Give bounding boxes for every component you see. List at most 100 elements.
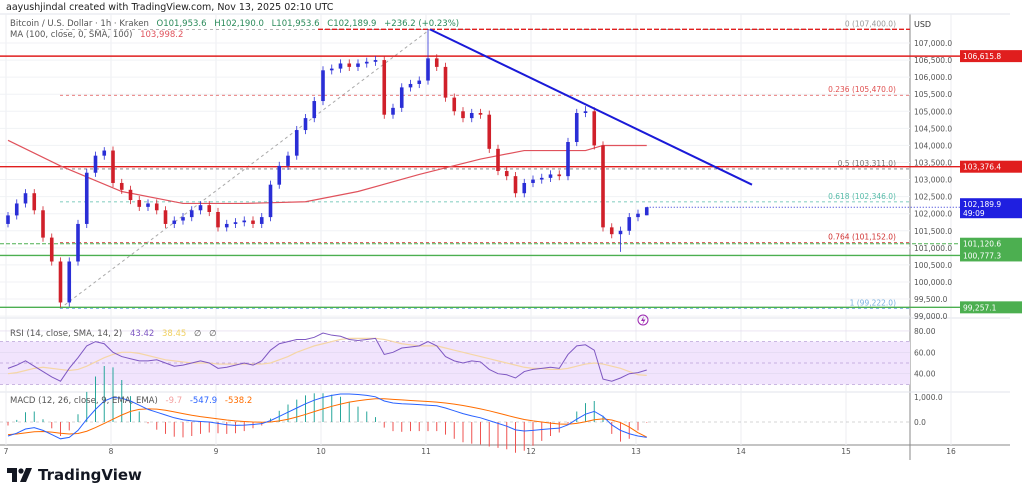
candle-body (251, 220, 255, 224)
candle-body (478, 112, 483, 115)
macd-tick-label: 0.0 (914, 418, 926, 427)
candle-body (102, 150, 107, 156)
level-badge-label: 106,615.8 (963, 52, 1001, 61)
x-tick-label: 7 (4, 447, 9, 456)
candle-body (364, 61, 369, 64)
candle-body (566, 142, 570, 177)
level-badge-label: 101,120.6 (963, 240, 1001, 249)
candle-body (609, 227, 614, 235)
x-tick-label: 9 (214, 447, 219, 456)
symbol-legend: Bitcoin / U.S. Dollar · 1h · Kraken O101… (10, 19, 464, 29)
candle-body (548, 174, 553, 178)
y-tick-label: 99,000.0 (914, 312, 948, 321)
level-badge-label: 103,376.4 (963, 163, 1001, 172)
y-tick-label: 104,000.0 (914, 141, 952, 150)
macd-legend: MACD (12, 26, close, 9, EMA, EMA) -9.7 -… (10, 396, 257, 406)
y-tick-label: 106,000.0 (914, 73, 952, 82)
logo-text: TradingView (38, 466, 142, 484)
candle-body (487, 114, 492, 149)
candle-body (303, 118, 308, 131)
rsi-tick-label: 40.00 (914, 370, 936, 379)
candle-body (496, 148, 500, 172)
y-tick-label: 105,500.0 (914, 90, 952, 99)
currency-label: USD (914, 20, 931, 29)
x-tick-label: 16 (946, 447, 956, 456)
rsi-legend: RSI (14, close, SMA, 14, 2) 43.42 38.45 … (10, 329, 222, 339)
symbol-title[interactable]: Bitcoin / U.S. Dollar · 1h · Kraken (10, 19, 149, 29)
candle-body (356, 63, 360, 67)
x-tick-label: 10 (316, 447, 326, 456)
candle-body (504, 171, 509, 177)
candle-body (312, 101, 317, 119)
candle-body (329, 68, 334, 71)
fib-level-label: 0.764 (101,152.0) (828, 233, 896, 242)
x-tick-label: 11 (421, 447, 431, 456)
candle-body (128, 189, 133, 201)
macd-title[interactable]: MACD (12, 26, close, 9, EMA, EMA) (10, 396, 158, 406)
ma-label[interactable]: MA (100, close, 0, SMA, 100) (10, 30, 133, 40)
level-badge-label: 99,257.1 (963, 303, 997, 312)
ohlc-close: C102,189.9 (327, 19, 377, 29)
candle-body (259, 217, 264, 224)
macd-hist-value: -9.7 (165, 396, 183, 406)
lightning-icon (637, 314, 649, 326)
candle-body (67, 261, 72, 303)
y-tick-label: 103,500.0 (914, 158, 952, 167)
y-tick-label: 101,000.0 (914, 244, 952, 253)
candle-body (408, 83, 413, 88)
candle-body (531, 179, 535, 183)
ohlc-low: L101,953.6 (271, 19, 320, 29)
level-badge (960, 301, 1022, 314)
rsi-band (0, 341, 910, 385)
candle-body (268, 184, 273, 218)
level-badge (960, 237, 1022, 250)
candle-body (443, 66, 448, 98)
level-badge (960, 249, 1022, 262)
candle-body (522, 182, 527, 194)
fib-level-label: 0.618 (102,346.0) (828, 192, 896, 201)
y-tick-label: 102,000.0 (914, 210, 952, 219)
rsi-tick-label: 60.00 (914, 348, 936, 357)
ohlc-change: +236.2 (+0.23%) (384, 19, 460, 29)
candle-body (111, 150, 115, 183)
candle-body (137, 200, 142, 207)
candle-body (601, 145, 605, 228)
candle-body (539, 177, 544, 180)
ma-legend: MA (100, close, 0, SMA, 100) 103,998.2 (10, 30, 188, 40)
candle-body (23, 193, 28, 204)
fib-level-label: 1 (99,222.0) (850, 299, 896, 308)
candle-body (426, 58, 430, 81)
candle-body (399, 87, 404, 108)
candle-body (163, 210, 168, 224)
tradingview-logo[interactable]: TradingView (7, 466, 142, 484)
candle-body (189, 210, 194, 218)
lightning-icon-bolt (641, 316, 646, 325)
rsi-ma-value: 38.45 (162, 329, 187, 339)
rsi-value: 43.42 (129, 329, 155, 339)
rsi-line (7, 332, 647, 382)
candle-body (592, 111, 597, 146)
fib-diagonal (59, 28, 431, 309)
candle-body (644, 207, 649, 216)
level-badge (960, 50, 1022, 63)
candle-body (198, 205, 203, 211)
rsi-div-bull: ∅ (194, 329, 202, 339)
candle-body (294, 130, 299, 156)
candle-body (417, 80, 422, 84)
x-tick-label: 8 (109, 447, 114, 456)
rsi-title[interactable]: RSI (14, close, SMA, 14, 2) (10, 329, 123, 339)
candle-body (154, 203, 159, 211)
last-price-label: 102,189.9 (963, 200, 1001, 209)
candle-body (347, 63, 352, 67)
candle-body (627, 217, 632, 231)
ma100-line (7, 139, 647, 205)
fib-level-label: 0 (107,400.0) (845, 19, 896, 28)
candle-body (14, 203, 19, 216)
macd-signal-line (7, 398, 647, 438)
y-tick-label: 99,500.0 (914, 295, 948, 304)
y-tick-label: 104,500.0 (914, 124, 952, 133)
candle-body (286, 155, 290, 166)
candle-body (452, 97, 457, 112)
candle-body (32, 193, 37, 211)
